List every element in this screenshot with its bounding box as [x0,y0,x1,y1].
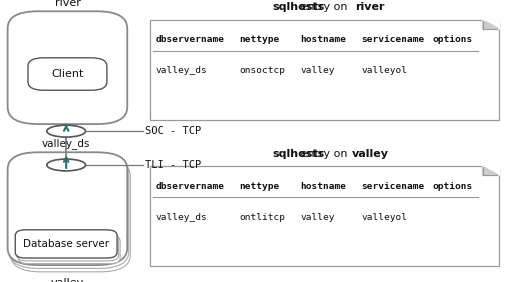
Text: river: river [356,2,385,12]
FancyBboxPatch shape [150,166,499,266]
Text: servicename: servicename [361,35,425,44]
FancyBboxPatch shape [17,233,119,261]
Text: valleyol: valleyol [361,66,407,75]
Text: hostname: hostname [300,182,346,191]
Text: Database server: Database server [23,239,109,249]
Text: onsoctcp: onsoctcp [239,66,285,75]
Text: valley_ds: valley_ds [155,213,207,222]
FancyBboxPatch shape [11,159,130,272]
Text: servicename: servicename [361,182,425,191]
Text: sqlhosts: sqlhosts [272,2,324,12]
Text: ontlitcp: ontlitcp [239,213,285,222]
Text: valley_ds: valley_ds [155,66,207,75]
Polygon shape [483,20,499,29]
Text: options: options [433,35,473,44]
Text: nettype: nettype [239,182,279,191]
FancyBboxPatch shape [8,11,127,124]
Ellipse shape [47,125,86,137]
FancyBboxPatch shape [150,20,499,120]
Text: valleyol: valleyol [361,213,407,222]
Text: valley: valley [51,278,84,282]
Text: hostname: hostname [300,35,346,44]
FancyBboxPatch shape [9,156,129,268]
Text: options: options [433,182,473,191]
Text: valley: valley [300,213,335,222]
Text: SOC - TCP: SOC - TCP [145,126,202,136]
Ellipse shape [47,159,86,171]
Text: sqlhosts: sqlhosts [272,149,324,159]
FancyBboxPatch shape [28,58,107,90]
Text: river: river [54,0,80,8]
Text: valley: valley [300,66,335,75]
Text: entry on: entry on [297,149,352,159]
Text: TLI - TCP: TLI - TCP [145,160,202,170]
FancyBboxPatch shape [18,235,120,264]
FancyBboxPatch shape [15,230,117,258]
Polygon shape [483,166,499,175]
Text: dbservername: dbservername [155,182,224,191]
Text: valley: valley [352,149,389,159]
Text: Client: Client [51,69,83,79]
FancyBboxPatch shape [8,152,127,265]
Text: nettype: nettype [239,35,279,44]
Text: valley_ds: valley_ds [42,138,91,149]
Text: dbservername: dbservername [155,35,224,44]
Polygon shape [483,20,499,29]
Polygon shape [483,166,499,175]
Text: entry on: entry on [297,2,352,12]
